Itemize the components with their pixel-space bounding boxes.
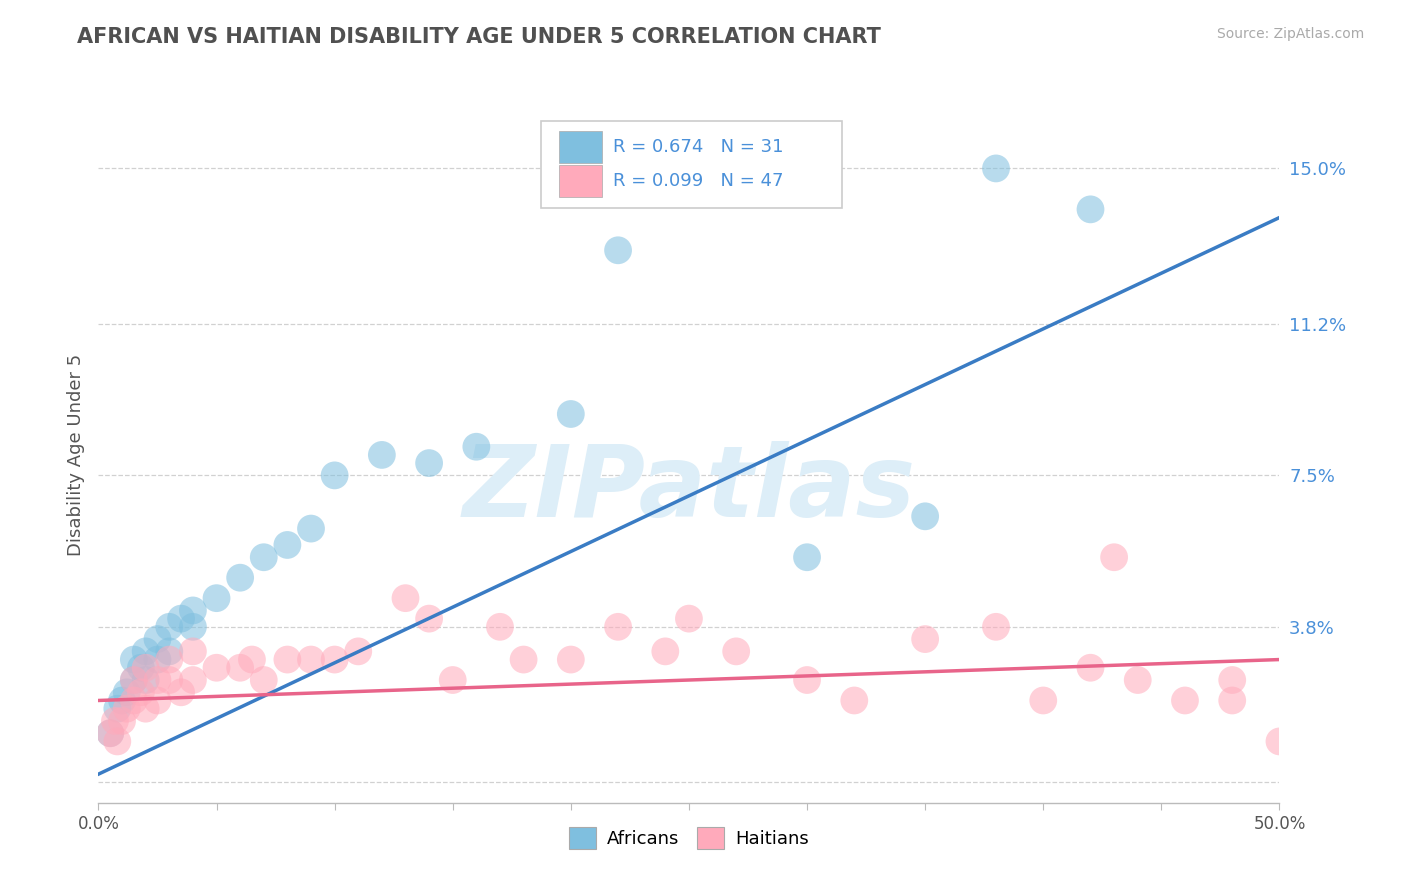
- Point: [654, 644, 676, 658]
- Point: [984, 620, 1007, 634]
- Text: R = 0.099   N = 47: R = 0.099 N = 47: [613, 172, 785, 190]
- Point: [135, 701, 157, 715]
- Point: [157, 673, 180, 687]
- Point: [157, 644, 180, 658]
- Point: [465, 440, 488, 454]
- Point: [240, 652, 263, 666]
- Point: [1268, 734, 1291, 748]
- Point: [146, 652, 169, 666]
- Point: [678, 612, 700, 626]
- Point: [229, 661, 252, 675]
- Point: [1220, 693, 1243, 707]
- Point: [157, 652, 180, 666]
- Point: [181, 644, 204, 658]
- Text: R = 0.674   N = 31: R = 0.674 N = 31: [613, 138, 785, 156]
- Point: [181, 620, 204, 634]
- Point: [135, 673, 157, 687]
- Point: [299, 522, 322, 536]
- Text: Source: ZipAtlas.com: Source: ZipAtlas.com: [1216, 27, 1364, 41]
- Point: [111, 693, 134, 707]
- Point: [607, 244, 630, 258]
- Point: [512, 652, 534, 666]
- Point: [135, 661, 157, 675]
- Point: [347, 644, 370, 658]
- Point: [157, 620, 180, 634]
- Point: [1080, 661, 1102, 675]
- Text: AFRICAN VS HAITIAN DISABILITY AGE UNDER 5 CORRELATION CHART: AFRICAN VS HAITIAN DISABILITY AGE UNDER …: [77, 27, 882, 46]
- Point: [844, 693, 866, 707]
- Point: [418, 456, 440, 470]
- Point: [135, 644, 157, 658]
- Point: [181, 673, 204, 687]
- Point: [205, 661, 228, 675]
- Point: [205, 591, 228, 606]
- Point: [170, 685, 193, 699]
- Point: [914, 509, 936, 524]
- Point: [276, 538, 298, 552]
- FancyBboxPatch shape: [560, 165, 602, 197]
- Point: [418, 612, 440, 626]
- Point: [323, 652, 346, 666]
- Legend: Africans, Haitians: Africans, Haitians: [562, 820, 815, 856]
- Point: [253, 550, 276, 565]
- Point: [98, 726, 121, 740]
- Point: [129, 685, 152, 699]
- Point: [299, 652, 322, 666]
- Point: [115, 701, 138, 715]
- Point: [1126, 673, 1149, 687]
- Point: [181, 603, 204, 617]
- Point: [560, 652, 582, 666]
- Point: [146, 632, 169, 646]
- Point: [253, 673, 276, 687]
- Y-axis label: Disability Age Under 5: Disability Age Under 5: [66, 354, 84, 556]
- Point: [129, 661, 152, 675]
- Point: [984, 161, 1007, 176]
- Point: [441, 673, 464, 687]
- Point: [1032, 693, 1054, 707]
- Point: [323, 468, 346, 483]
- Point: [607, 620, 630, 634]
- Point: [104, 714, 127, 728]
- Point: [146, 673, 169, 687]
- Point: [122, 693, 145, 707]
- Point: [1102, 550, 1125, 565]
- Point: [122, 652, 145, 666]
- Point: [276, 652, 298, 666]
- Point: [229, 571, 252, 585]
- Point: [796, 550, 818, 565]
- Point: [98, 726, 121, 740]
- Point: [105, 701, 128, 715]
- Point: [111, 714, 134, 728]
- Point: [914, 632, 936, 646]
- Point: [146, 693, 169, 707]
- Point: [371, 448, 394, 462]
- Point: [115, 685, 138, 699]
- Text: ZIPatlas: ZIPatlas: [463, 442, 915, 538]
- Point: [489, 620, 512, 634]
- Point: [122, 673, 145, 687]
- Point: [1080, 202, 1102, 217]
- Point: [796, 673, 818, 687]
- Point: [725, 644, 748, 658]
- Point: [1220, 673, 1243, 687]
- Point: [170, 612, 193, 626]
- Point: [1174, 693, 1197, 707]
- Point: [394, 591, 416, 606]
- Point: [122, 673, 145, 687]
- Point: [560, 407, 582, 421]
- FancyBboxPatch shape: [541, 121, 842, 208]
- Point: [105, 734, 128, 748]
- FancyBboxPatch shape: [560, 131, 602, 163]
